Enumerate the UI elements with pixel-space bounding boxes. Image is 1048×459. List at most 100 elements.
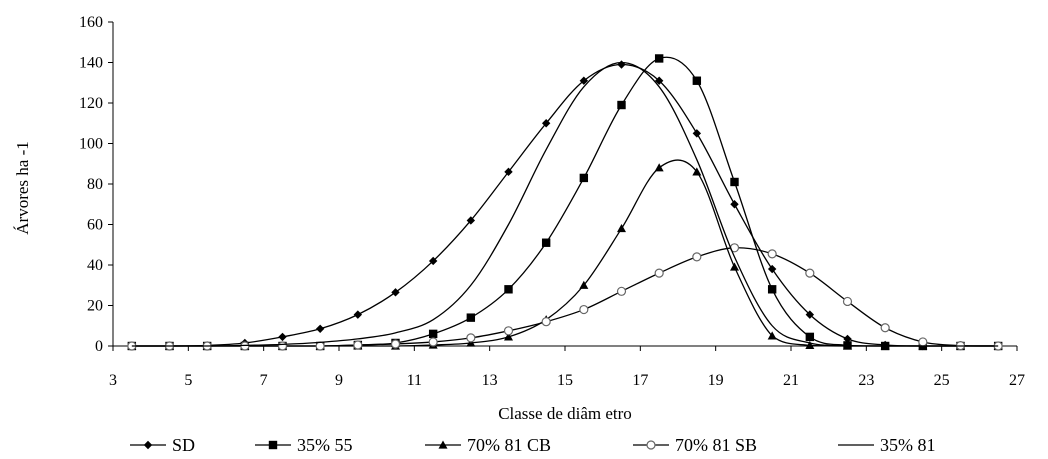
data-point [315, 324, 325, 333]
data-point [466, 216, 476, 225]
legend-label: 35% 55 [297, 435, 353, 455]
data-point [767, 249, 777, 259]
data-point [466, 333, 476, 343]
series-3 [127, 243, 1003, 351]
y-axis-title: Árvores ha -1 [13, 141, 32, 234]
data-point [654, 163, 664, 172]
legend-label: 70% 81 CB [467, 435, 551, 455]
data-point [692, 167, 702, 176]
data-point [503, 326, 514, 336]
legend-label: 70% 81 SB [675, 435, 757, 455]
data-point [692, 129, 702, 138]
data-point [391, 288, 400, 297]
data-point [616, 286, 627, 296]
data-point [654, 76, 664, 85]
series-0 [127, 60, 1003, 351]
legend-marker [143, 440, 153, 450]
x-tick-label: 17 [632, 372, 648, 389]
chart-axes [112, 22, 1017, 347]
data-point [617, 224, 626, 233]
y-tick-label: 60 [87, 217, 103, 234]
data-point [541, 119, 551, 128]
data-point [579, 280, 589, 289]
data-point [579, 173, 589, 183]
data-point [504, 285, 513, 294]
data-point [767, 331, 777, 340]
legend-label: SD [172, 435, 195, 455]
data-point [880, 323, 890, 333]
legend-item-3: 70% 81 SB [633, 435, 757, 455]
legend-item-0: SD [130, 435, 195, 455]
series-line [131, 61, 999, 347]
x-tick-label: 25 [934, 372, 950, 389]
y-tick-label: 120 [79, 95, 103, 112]
y-tick-label: 40 [87, 257, 103, 274]
data-point [918, 337, 928, 347]
series-layer [127, 54, 1003, 351]
series-1 [127, 54, 1003, 351]
data-point [805, 268, 815, 278]
x-tick-label: 5 [184, 372, 192, 389]
data-point [428, 256, 438, 266]
y-tick-label: 80 [87, 176, 103, 193]
data-point [654, 268, 664, 278]
legend-marker [268, 440, 278, 450]
data-point [353, 340, 363, 350]
x-tick-label: 9 [335, 372, 343, 389]
data-point [730, 262, 739, 271]
data-point [730, 200, 739, 209]
legend-item-4: 35% 81 [838, 435, 936, 455]
data-point [390, 339, 401, 349]
x-tick-label: 23 [858, 372, 874, 389]
x-tick-label: 21 [783, 372, 799, 389]
data-point [466, 313, 476, 322]
legend-marker [646, 440, 656, 450]
series-4 [131, 61, 999, 347]
x-axis-title: Classe de diâm etro [498, 404, 632, 423]
x-axis-ticks: 3 5 7 9 11 13 15 17 19 21 23 25 27 [109, 346, 1025, 389]
data-point [277, 341, 288, 351]
data-point [805, 340, 815, 349]
data-point [617, 60, 626, 69]
legend: SD 35% 55 70% 81 CB 70% 81 SB 35% 81 [130, 435, 936, 455]
legend-item-2: 70% 81 CB [425, 435, 551, 455]
y-axis-ticks: 0 20 40 60 80 100 120 140 160 [79, 14, 113, 355]
legend-item-1: 35% 55 [255, 435, 353, 455]
data-point [805, 310, 815, 319]
x-tick-label: 11 [407, 372, 422, 389]
y-tick-label: 140 [79, 55, 103, 72]
data-point [767, 264, 777, 274]
y-tick-label: 160 [79, 14, 103, 31]
legend-marker [438, 440, 448, 449]
data-point [466, 338, 476, 347]
x-tick-label: 19 [708, 372, 724, 389]
data-point [278, 332, 287, 342]
data-point [654, 54, 664, 63]
x-tick-label: 3 [109, 372, 117, 389]
series-2 [127, 159, 1003, 350]
data-point [842, 296, 853, 307]
y-tick-label: 100 [79, 136, 103, 153]
x-tick-label: 13 [482, 372, 498, 389]
data-point [692, 252, 702, 262]
data-point [428, 337, 438, 347]
data-point [579, 76, 589, 85]
data-point [428, 329, 438, 339]
series-line [131, 247, 999, 347]
data-point [767, 285, 777, 294]
data-point [353, 310, 363, 319]
data-point [504, 167, 513, 177]
x-tick-label: 15 [557, 372, 573, 389]
data-point [692, 76, 702, 85]
data-point [579, 304, 589, 315]
series-line [131, 63, 999, 347]
data-point [617, 100, 626, 110]
data-point [504, 332, 513, 341]
data-point [805, 332, 815, 342]
data-point [541, 317, 551, 327]
data-point [730, 177, 739, 187]
x-tick-label: 27 [1009, 372, 1025, 389]
y-tick-label: 20 [87, 298, 103, 315]
y-tick-label: 0 [95, 338, 103, 355]
